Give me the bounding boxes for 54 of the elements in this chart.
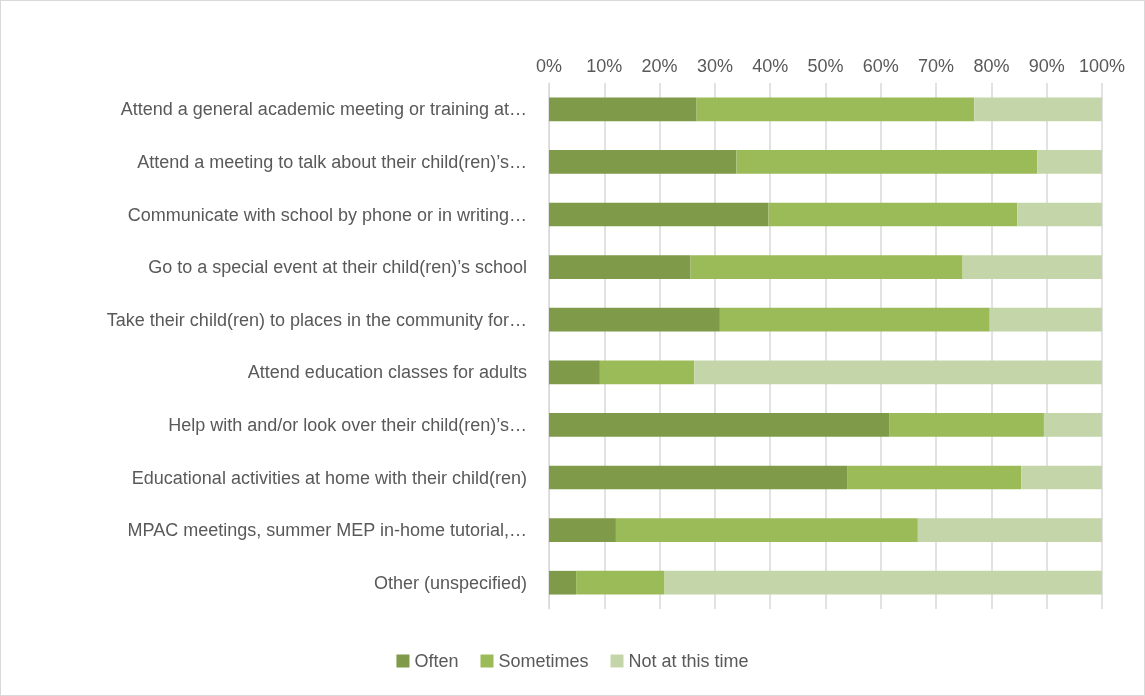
- legend-label: Sometimes: [498, 651, 589, 671]
- x-tick-label: 10%: [586, 56, 623, 76]
- x-tick-label: 80%: [973, 56, 1010, 76]
- x-tick-label: 50%: [807, 56, 844, 76]
- bar: [549, 255, 691, 279]
- x-tick-label: 0%: [535, 56, 563, 76]
- y-tick-label: Other (unspecified): [373, 572, 527, 593]
- bar: [768, 202, 1018, 227]
- y-tick-label: MPAC meetings, summer MEP in-home tutorial,…: [127, 520, 527, 541]
- y-tick-label: Attend a meeting to talk about their child(ren)’s…: [137, 151, 527, 172]
- x-tick-label: 70%: [918, 56, 955, 76]
- bar: [889, 413, 1044, 437]
- bar: [974, 97, 1102, 122]
- y-tick-label: Communicate with school by phone or in writing…: [127, 204, 527, 225]
- x-tick-label: 20%: [641, 56, 678, 76]
- x-tick-label: 30%: [696, 56, 733, 76]
- bar: [549, 518, 616, 542]
- x-tick-label: 40%: [752, 56, 789, 76]
- bar: [1017, 202, 1102, 227]
- y-tick-label: Go to a special event at their child(ren)’s school: [148, 257, 527, 278]
- y-tick-label: Help with and/or look over their child(ren)’s…: [168, 414, 527, 435]
- bar: [549, 307, 720, 332]
- y-tick-label: Attend education classes for adults: [247, 362, 527, 383]
- x-tick-label: 60%: [862, 56, 899, 76]
- y-tick-label: Take their child(ren) to places in the community for…: [106, 309, 527, 330]
- x-tick-label: 90%: [1028, 56, 1065, 76]
- y-tick-label: Educational activities at home with their child(ren): [131, 467, 527, 488]
- bar: [736, 150, 1038, 174]
- legend-label: Often: [414, 651, 459, 671]
- bar: [1043, 413, 1102, 437]
- bar: [549, 97, 697, 122]
- bar: [664, 570, 1102, 595]
- x-tick-label: 100%: [1078, 56, 1126, 76]
- bar: [549, 465, 848, 490]
- bar: [962, 255, 1102, 279]
- bar: [847, 465, 1022, 490]
- bar: [549, 202, 769, 227]
- bar: [696, 97, 975, 122]
- bar: [694, 360, 1102, 385]
- bar: [599, 360, 695, 385]
- y-tick-label: Attend a general academic meeting or training at…: [120, 99, 527, 120]
- bar: [690, 255, 963, 279]
- bar: [1021, 465, 1102, 490]
- bar: [549, 413, 890, 437]
- bar: [549, 360, 600, 385]
- bar: [549, 150, 737, 174]
- bar: [576, 570, 665, 595]
- bar: [1037, 150, 1102, 174]
- legend-label: Not at this time: [628, 651, 749, 671]
- bar: [989, 307, 1102, 332]
- bar: [917, 518, 1102, 542]
- bar: [615, 518, 918, 542]
- bar: [719, 307, 990, 332]
- bar: [549, 570, 577, 595]
